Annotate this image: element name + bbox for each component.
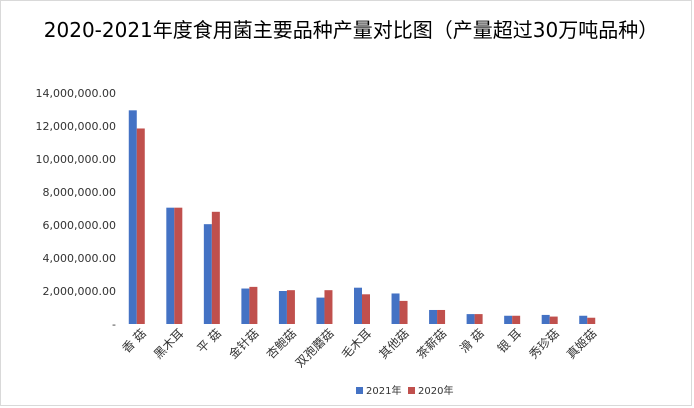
x-tick-label: 银 耳 <box>495 326 525 356</box>
y-tick-label: 10,000,000.00 <box>36 153 116 166</box>
x-tick-label: 杏鲍菇 <box>264 326 299 361</box>
bar-series-2020 <box>249 286 258 324</box>
legend-swatch <box>408 387 415 394</box>
y-tick-label: 8,000,000.00 <box>43 186 116 199</box>
bar-series-2021 <box>504 315 513 324</box>
legend-swatch <box>356 387 363 394</box>
y-tick-label: 2,000,000.00 <box>43 285 116 298</box>
x-tick-label: 其他菇 <box>376 326 411 361</box>
x-tick-label: 金针菇 <box>225 326 261 362</box>
y-tick-label: 4,000,000.00 <box>43 252 116 265</box>
bar-series-2021 <box>429 309 438 324</box>
bar-series-2020 <box>324 290 333 324</box>
x-tick-label: 真姬菇 <box>564 326 599 361</box>
bar-series-2021 <box>354 287 362 324</box>
bar-series-2020 <box>362 294 370 324</box>
bar-series-2020 <box>211 211 220 324</box>
x-tick-label: 香 菇 <box>119 326 149 356</box>
x-tick-label: 茶薪菇 <box>413 326 449 362</box>
x-tick-label: 滑 菇 <box>457 326 487 356</box>
bar-series-2020 <box>587 317 596 324</box>
legend-label: 2020年 <box>418 384 453 397</box>
bar-series-2021 <box>128 110 137 324</box>
bar-series-2020 <box>437 309 446 324</box>
bar-series-2020 <box>174 207 183 324</box>
bar-series-2020 <box>512 315 521 324</box>
bar-series-2020 <box>549 316 558 324</box>
chart-title: 2020-2021年度食用菌主要品种产量对比图（产量超过30万吨品种） <box>43 18 659 42</box>
y-tick-label: 12,000,000.00 <box>36 120 116 133</box>
bar-series-2021 <box>316 297 325 324</box>
legend-label: 2021年 <box>366 384 401 397</box>
y-tick-label: 6,000,000.00 <box>43 219 116 232</box>
bar-series-2021 <box>579 315 588 324</box>
bar-series-2021 <box>241 288 250 324</box>
bar-series-2021 <box>541 314 550 324</box>
y-tick-label: 14,000,000.00 <box>36 87 116 100</box>
bar-series-2020 <box>286 290 295 324</box>
bar-series-2021 <box>166 207 175 324</box>
bar-series-2020 <box>399 300 408 324</box>
x-tick-label: 平 菇 <box>194 326 224 356</box>
bar-series-2021 <box>203 224 212 324</box>
bar-series-2021 <box>391 293 400 324</box>
x-tick-label: 双孢蘑菇 <box>293 326 337 370</box>
bar-series-2020 <box>474 314 483 324</box>
bar-series-2021 <box>466 314 475 324</box>
x-tick-label: 黑木耳 <box>151 326 186 361</box>
x-tick-label: 毛木耳 <box>339 326 374 361</box>
y-tick-label: - <box>112 318 116 331</box>
bar-series-2020 <box>136 128 145 324</box>
x-tick-label: 秀珍菇 <box>526 326 561 361</box>
bar-series-2021 <box>278 291 287 324</box>
